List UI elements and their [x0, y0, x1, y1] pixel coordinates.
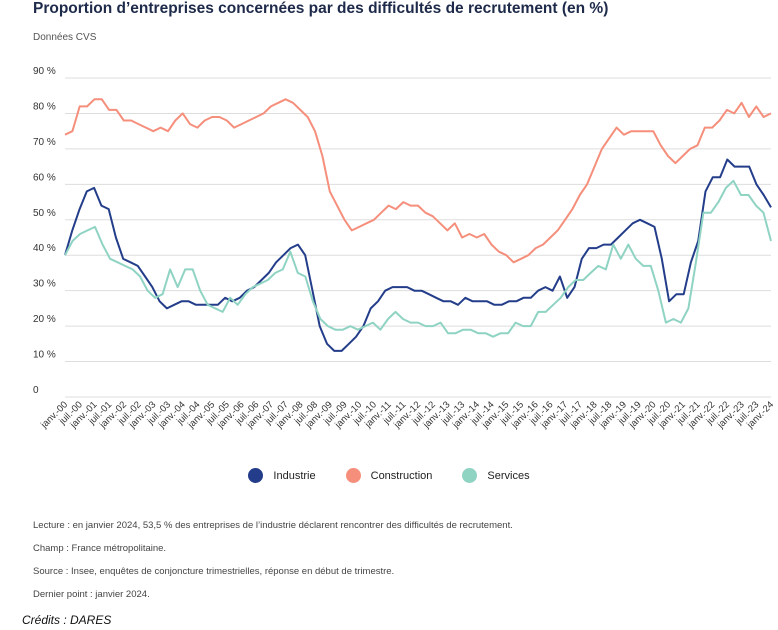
legend-item-industrie[interactable]: Industrie [248, 468, 316, 483]
legend-marker-construction [345, 468, 361, 483]
y-tick-label: 70 % [33, 137, 56, 148]
note-champ: Champ : France métropolitaine. [33, 543, 167, 554]
series-lines [64, 98, 772, 352]
legend-item-services[interactable]: Services [462, 468, 530, 483]
legend-item-construction[interactable]: Construction [345, 468, 433, 483]
y-tick-label: 30 % [33, 279, 56, 290]
notes: Lecture : en janvier 2024, 53,5 % des en… [33, 519, 513, 611]
y-axis-ticks: 0 10 % 20 % 30 % 40 % 50 % 60 % 70 % 80 % 90 % [33, 66, 56, 396]
series-line-construction [64, 98, 772, 264]
legend-label-services: Services [487, 469, 530, 482]
note-lecture: Lecture : en janvier 2024, 53,5 % des en… [33, 520, 513, 531]
y-tick-label: 60 % [33, 172, 56, 183]
series-line-industrie [64, 158, 772, 352]
x-axis-ticks: janv.-00juil.-00janv.-01juil.-01janv.-02… [38, 399, 776, 431]
legend-label-construction: Construction [370, 469, 433, 482]
y-tick-label: 0 [33, 385, 39, 396]
note-source: Source : Insee, enquêtes de conjoncture … [33, 566, 395, 577]
note-dernier-point: Dernier point : janvier 2024. [33, 589, 150, 600]
y-tick-label: 90 % [33, 66, 56, 77]
y-tick-label: 50 % [33, 208, 56, 219]
legend-marker-services [462, 468, 478, 483]
legend-marker-industrie [248, 468, 264, 483]
legend: Industrie Construction Services [0, 468, 778, 483]
legend-label-industrie: Industrie [273, 469, 316, 482]
chart-subtitle: Données CVS [33, 32, 97, 43]
y-tick-label: 20 % [33, 314, 56, 325]
y-tick-label: 80 % [33, 101, 56, 112]
line-chart: 0 10 % 20 % 30 % 40 % 50 % 60 % 70 % 80 % 90 % ja… [33, 66, 776, 431]
grid-lines [65, 77, 771, 398]
chart-title: Proportion d’entreprises concernées par … [33, 0, 609, 17]
credits: Crédits : DARES [22, 613, 112, 627]
series-line-services [64, 179, 772, 338]
y-tick-label: 40 % [33, 243, 56, 254]
y-tick-label: 10 % [33, 350, 56, 361]
